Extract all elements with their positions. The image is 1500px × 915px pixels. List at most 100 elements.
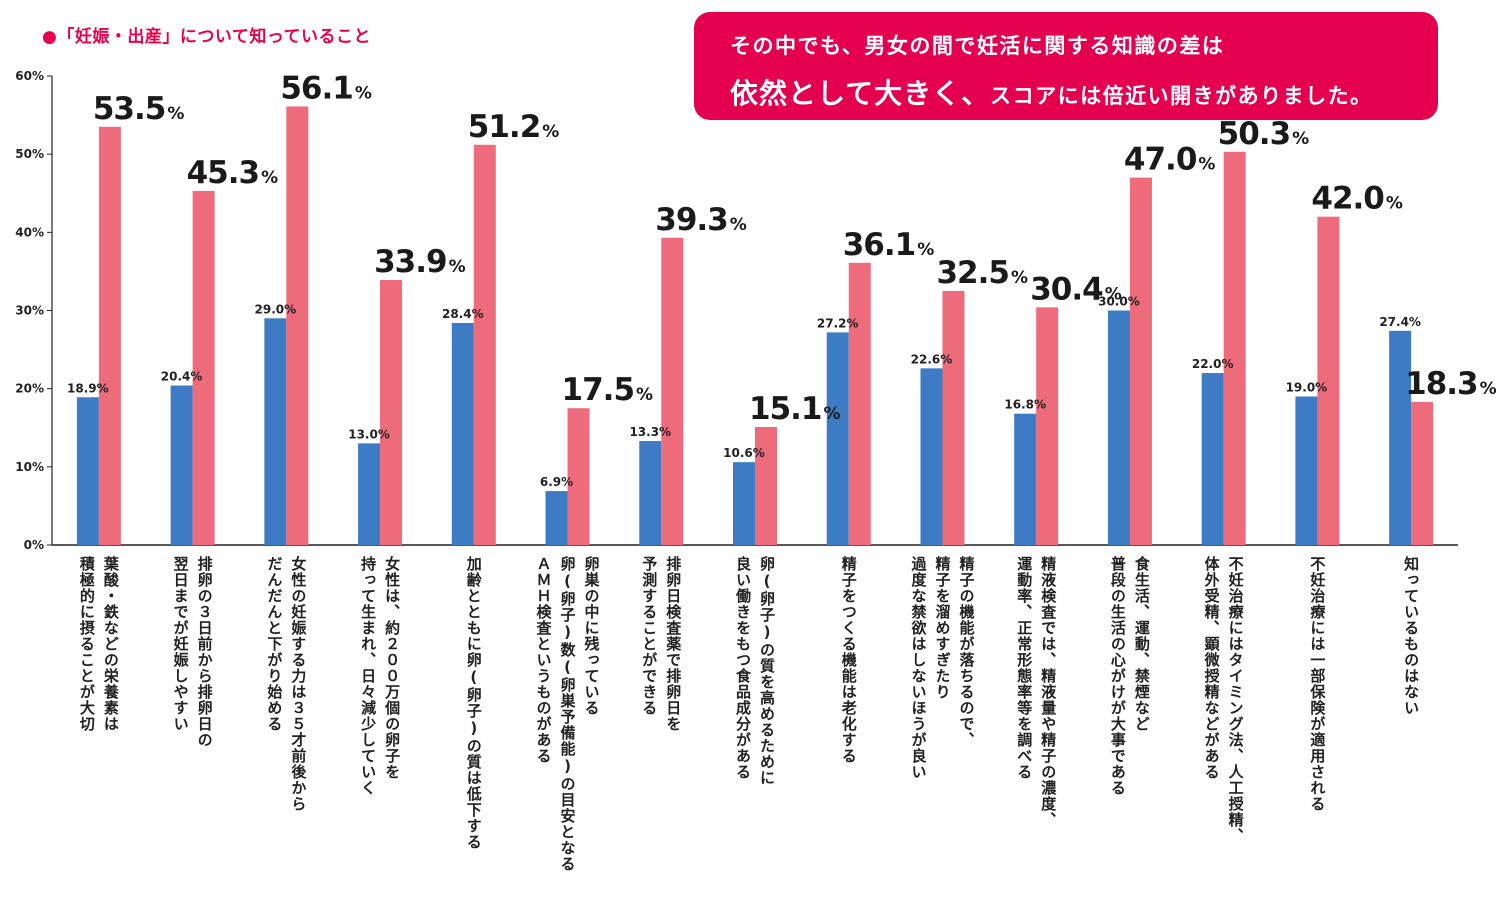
category-label-line: 女性は、約２００万個の卵子を bbox=[383, 556, 402, 780]
bar-female bbox=[567, 408, 590, 545]
data-label-female: 39.3% bbox=[655, 202, 747, 238]
category-label: 葉酸・鉄などの栄養素は 積極的に摂ることが大切 bbox=[75, 556, 123, 908]
y-tick-label: 50% bbox=[15, 147, 44, 161]
data-label-male: 10.6% bbox=[723, 446, 765, 460]
bar-female bbox=[380, 280, 403, 545]
category-label-line: 不妊治療にはタイミング法、人工授精、 bbox=[1226, 556, 1245, 844]
bars bbox=[76, 106, 1434, 546]
data-label-female: 50.3% bbox=[1218, 116, 1310, 152]
y-tick-label: 60% bbox=[15, 69, 44, 83]
callout-line1: その中でも、男女の間で妊活に関する知識の差は bbox=[730, 34, 1225, 58]
y-tick-label: 30% bbox=[15, 304, 44, 318]
category-label: 知っているものはない bbox=[1399, 556, 1423, 908]
data-label-male: 29.0% bbox=[255, 302, 297, 316]
data-label-female: 56.1% bbox=[280, 70, 372, 106]
callout-box: その中でも、男女の間で妊活に関する知識の差は 依然として大きく、スコアには倍近い… bbox=[694, 12, 1438, 120]
category-label-line: 翌日までが妊娠しやすい bbox=[171, 556, 190, 732]
bar-female bbox=[1223, 151, 1246, 546]
bar-female bbox=[661, 237, 684, 545]
data-label-female: 45.3% bbox=[187, 155, 279, 191]
bar-male bbox=[1389, 330, 1412, 545]
data-label-male: 22.0% bbox=[1192, 357, 1234, 371]
data-label-male: 28.4% bbox=[442, 307, 484, 321]
category-label: 排卵日検査薬で排卵日を 予測することができる bbox=[637, 556, 685, 908]
category-label-line: 精子をつくる機能は老化する bbox=[839, 556, 858, 764]
category-label-line: 持って生まれ、日々減少していく bbox=[359, 556, 378, 796]
category-label-line: 知っているものはない bbox=[1402, 556, 1421, 716]
bar-male bbox=[76, 397, 99, 545]
data-label-male: 27.4% bbox=[1379, 315, 1421, 329]
data-label-male: 30.0% bbox=[1098, 295, 1140, 309]
data-label-male: 18.9% bbox=[67, 381, 109, 395]
bar-female bbox=[98, 126, 121, 545]
category-label: 卵(卵子)の質を高めるために 良い働きをもつ食品成分がある bbox=[731, 556, 779, 908]
y-tick-label: 40% bbox=[15, 225, 44, 239]
bar-male bbox=[170, 385, 193, 545]
bar-female bbox=[192, 190, 215, 545]
category-label-line: だんだんと下がり始める bbox=[265, 556, 284, 732]
category-label-line: 不妊治療には一部保険が適用される bbox=[1308, 556, 1327, 812]
data-label-male: 13.0% bbox=[348, 427, 390, 441]
category-label-line: 加齢とともに卵(卵子)の質は低下する bbox=[464, 556, 483, 850]
data-label-female: 30.4% bbox=[1030, 271, 1122, 307]
data-label-female: 15.1% bbox=[749, 391, 841, 427]
category-label-line: 過度な禁欲はしないほうが良い bbox=[909, 556, 928, 780]
category-label-line: 食生活、運動、禁煙など bbox=[1132, 556, 1151, 732]
category-label-line: 女性の妊娠する力は３５才前後から bbox=[289, 556, 308, 812]
y-tick-label: 10% bbox=[15, 460, 44, 474]
category-label-line: 卵巣の中に残っている bbox=[582, 556, 601, 716]
callout-line2-rest: スコアには倍近い開きがありました。 bbox=[990, 84, 1373, 108]
bar-female bbox=[1317, 216, 1340, 545]
bar-male bbox=[264, 318, 287, 545]
category-label: 精液検査では、精液量や精子の濃度、 運動率、正常形態率等を調べる bbox=[1012, 556, 1060, 908]
category-label-line: 卵(卵子)数(卵巣予備能)の目安となる bbox=[558, 556, 577, 872]
callout-emphasis: 依然として大きく、 bbox=[730, 77, 991, 110]
bar-male bbox=[1107, 310, 1130, 545]
bar-female bbox=[473, 144, 496, 545]
bar-male bbox=[733, 462, 755, 545]
bar-male bbox=[451, 323, 474, 545]
category-label-line: 葉酸・鉄などの栄養素は bbox=[101, 556, 120, 732]
bar-female bbox=[286, 106, 309, 546]
category-label-line: 普段の生活の心がけが大事である bbox=[1108, 556, 1127, 796]
bar-female bbox=[942, 290, 965, 545]
category-label-line: 体外受精、顕微授精などがある bbox=[1202, 556, 1221, 780]
category-label-line: 精子の機能が落ちるので、 bbox=[957, 556, 976, 748]
bar-male bbox=[1295, 396, 1318, 545]
data-label-female: 32.5% bbox=[936, 255, 1028, 291]
bar-female bbox=[1411, 401, 1434, 545]
category-label-line: 積極的に摂ることが大切 bbox=[77, 556, 96, 732]
category-label: 食生活、運動、禁煙など 普段の生活の心がけが大事である bbox=[1106, 556, 1154, 908]
category-label: 不妊治療にはタイミング法、人工授精、 体外受精、顕微授精などがある bbox=[1200, 556, 1248, 908]
data-label-female: 17.5% bbox=[562, 372, 654, 408]
data-label-female: 47.0% bbox=[1124, 142, 1216, 178]
bar-male bbox=[358, 443, 381, 545]
category-label: 精子をつくる機能は老化する bbox=[837, 556, 861, 908]
category-label: 女性の妊娠する力は３５才前後から だんだんと下がり始める bbox=[262, 556, 310, 908]
bar-male bbox=[1201, 373, 1224, 545]
bar-female bbox=[1129, 177, 1152, 545]
data-label-male: 13.3% bbox=[629, 425, 671, 439]
category-label-line: ＡＭＨ検査というものがある bbox=[534, 556, 553, 764]
bar-male bbox=[826, 332, 849, 545]
category-label-line: 運動率、正常形態率等を調べる bbox=[1015, 556, 1034, 780]
category-label-line: 卵(卵子)の質を高めるために bbox=[758, 556, 776, 786]
value-labels: 18.9% 53.5 % 20.4% 45.3 % 29.0% 56.1 % 13.0% 33.9%… bbox=[67, 70, 1498, 489]
category-label-line: 精液検査では、精液量や精子の濃度、 bbox=[1039, 556, 1058, 828]
bar-female bbox=[848, 262, 871, 545]
data-label-male: 16.8% bbox=[1004, 398, 1046, 412]
data-label-male: 19.0% bbox=[1286, 380, 1328, 394]
bar-male bbox=[639, 441, 662, 545]
category-label-line: 予測することができる bbox=[640, 556, 659, 716]
category-label-line: 良い働きをもつ食品成分がある bbox=[734, 556, 752, 780]
data-label-female: 18.3% bbox=[1405, 366, 1497, 402]
data-label-female: 53.5% bbox=[93, 91, 185, 127]
data-label-female: 36.1% bbox=[843, 227, 935, 263]
data-label-male: 6.9% bbox=[540, 475, 573, 489]
category-label-line: 精子を溜めすぎたり bbox=[933, 556, 952, 700]
category-label: 排卵の３日前から排卵日の 翌日までが妊娠しやすい bbox=[169, 556, 217, 908]
y-tick-label: 0% bbox=[24, 538, 44, 552]
bar-male bbox=[920, 368, 943, 545]
category-label: 女性は、約２００万個の卵子を 持って生まれ、日々減少していく bbox=[356, 556, 404, 908]
